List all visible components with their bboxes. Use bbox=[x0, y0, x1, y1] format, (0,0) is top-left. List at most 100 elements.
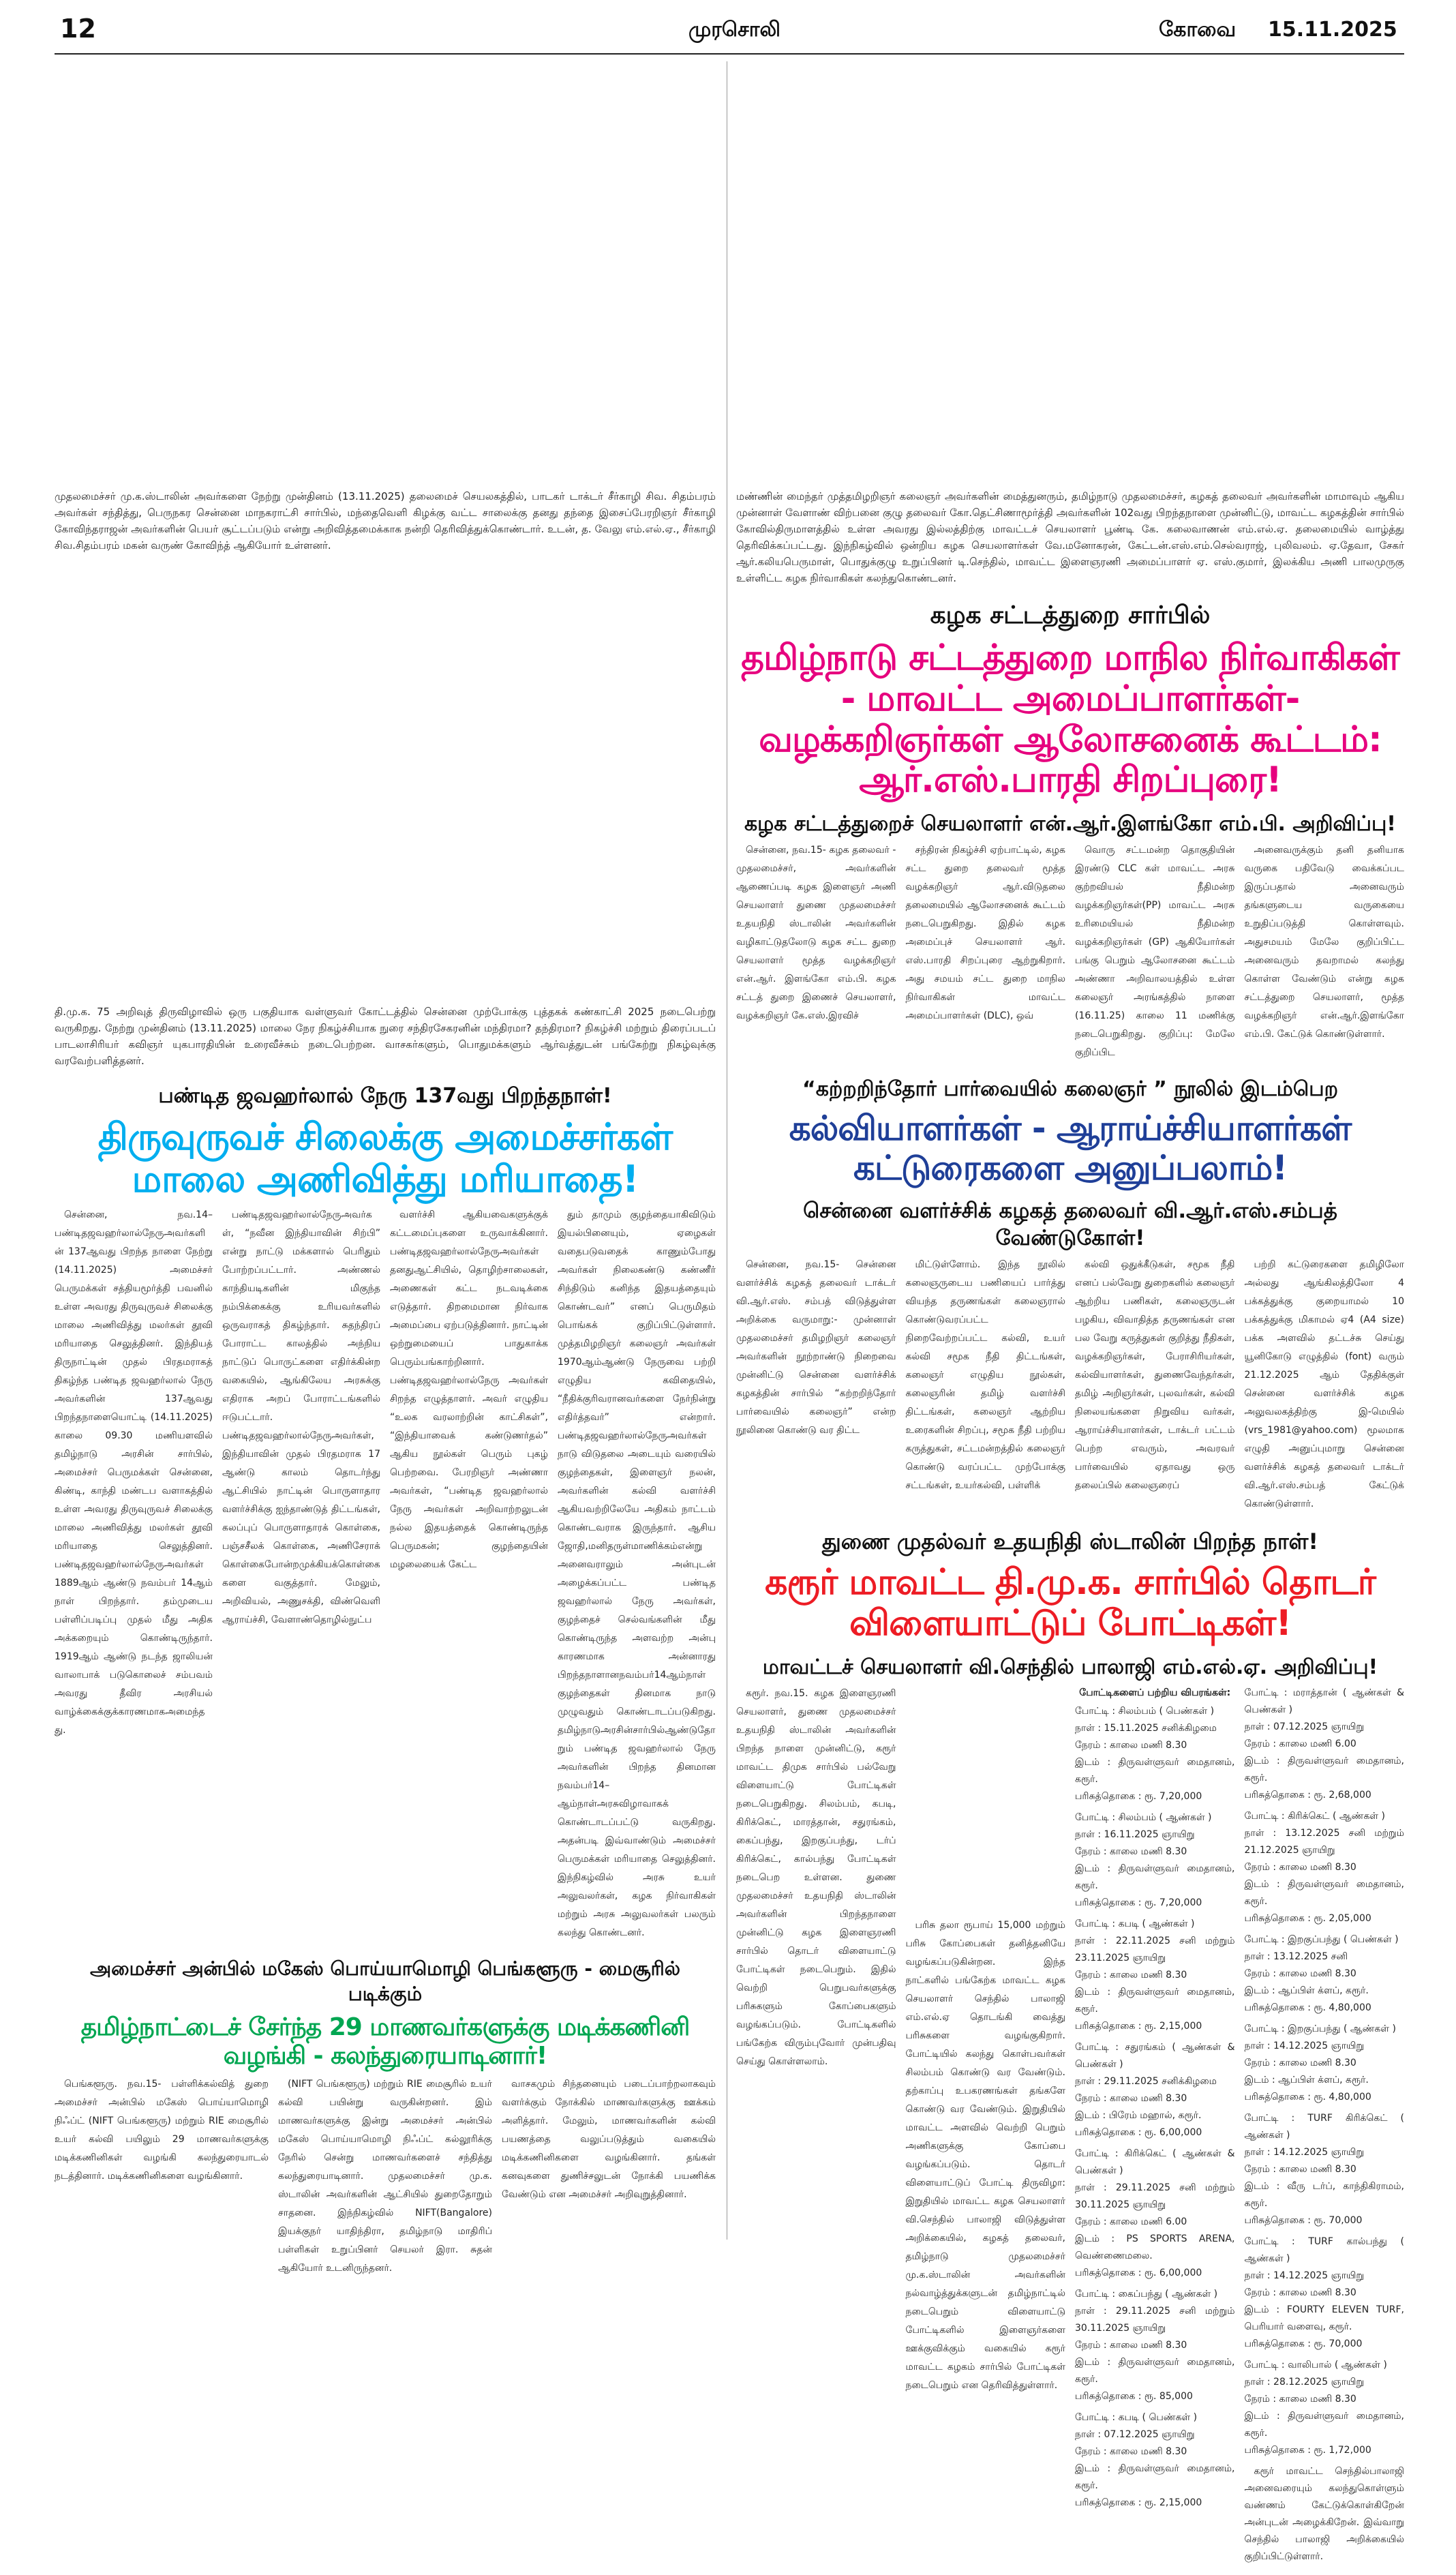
paragraph: (NIFT பெங்களூரு) மற்றும் RIE மைசூரில் உய… bbox=[278, 2078, 492, 2274]
legal-body: சென்னை, நவ.15- கழக தலைவர் - முதலமைச்சர்,… bbox=[736, 841, 1404, 1064]
event-time: நேரம் : காலை மணி 8.30 bbox=[1244, 2287, 1356, 2298]
event-prize: பரிசுத்தொகை : ரூ. 6,00,000 bbox=[1075, 2126, 1202, 2138]
event-prize: பரிசுத்தொகை : ரூ. 6,00,000 bbox=[1075, 2267, 1202, 2278]
photo-cm-meeting bbox=[55, 65, 716, 484]
event-date: நாள் : 14.12.2025 ஞாயிறு bbox=[1244, 2146, 1365, 2158]
book-headline: கல்வியாளர்கள் - ஆராய்ச்சியாளர்கள் கட்டுர… bbox=[789, 1109, 1352, 1188]
sports-column-1: கரூர். நவ.15. கழக இளைஞரணி செயலாளர், துணை… bbox=[736, 1685, 896, 2073]
paragraph: கரூர். நவ.15. கழக இளைஞரணி செயலாளர், துணை… bbox=[736, 1687, 896, 2067]
legal-column-2: சந்திரன் நிகழ்ச்சி ஏற்பாட்டில், கழக சட்ட… bbox=[906, 841, 1066, 1027]
paragraph: கல்வி ஒதுக்கீடுகள், சமூக நீதி எனப் பல்வே… bbox=[1075, 1259, 1235, 1492]
book-kicker: “கற்றறிந்தோர் பார்வையில் கலைஞர் ” நூலில்… bbox=[802, 1077, 1339, 1102]
event-time: நேரம் : காலை மணி 8.30 bbox=[1075, 2339, 1187, 2351]
event-prize: பரிசுத்தொகை : ரூ. 1,72,000 bbox=[1244, 2444, 1371, 2456]
event-date: நாள் : 07.12.2025 ஞாயிறு bbox=[1075, 2428, 1195, 2440]
nehru-column-4: தும் தாமும் குழந்தையாகிவிடும் இயல்பினையு… bbox=[558, 1206, 716, 1944]
event-time: நேரம் : காலை மணி 8.30 bbox=[1244, 2163, 1356, 2175]
photo-udhayanidhi bbox=[906, 1685, 1066, 1916]
event-event: போட்டி : கிரிக்கெட் ( ஆண்கள் ) bbox=[1244, 1810, 1385, 1822]
page-number: 12 bbox=[60, 14, 96, 44]
book-column-4: பற்றி கட்டுரைகளை தமிழிலோ அல்லது ஆங்கிலத்… bbox=[1245, 1256, 1405, 1515]
event-event: போட்டி : சிலம்பம் ( பெண்கள் ) bbox=[1075, 1705, 1215, 1717]
event-date: நாள் : 13.12.2025 சனி மற்றும் 21.12.2025… bbox=[1244, 1827, 1405, 1856]
event-entry: போட்டி : சிலம்பம் ( ஆண்கள் ) நாள் : 16.11… bbox=[1075, 1809, 1235, 1912]
paragraph: சென்னை, நவ.15- கழக தலைவர் - முதலமைச்சர்,… bbox=[736, 845, 896, 1022]
nift-headline: தமிழ்நாட்டைச் சேர்ந்த 29 மாணவர்களுக்கு ம… bbox=[80, 2013, 691, 2070]
event-venue: இடம் : திருவள்ளுவர் மைதானம், கரூர். bbox=[1244, 1755, 1405, 1783]
event-date: நாள் : 29.11.2025 சனி மற்றும் 30.11.2025… bbox=[1075, 2305, 1235, 2334]
photo-caption-book-fair: தி.மு.க. 75 அறிவுத் திருவிழாவில் ஒரு பகு… bbox=[55, 1006, 716, 1067]
event-date: நாள் : 28.12.2025 ஞாயிறு bbox=[1244, 2376, 1365, 2388]
event-date: நாள் : 22.11.2025 சனி மற்றும் 23.11.2025… bbox=[1075, 1935, 1235, 1963]
paragraph: பற்றி கட்டுரைகளை தமிழிலோ அல்லது ஆங்கிலத்… bbox=[1244, 1259, 1405, 1510]
event-time: நேரம் : காலை மணி 8.30 bbox=[1075, 2092, 1187, 2104]
event-venue: இடம் : திருவள்ளுவர் மைதானம், கரூர். bbox=[1075, 2463, 1235, 2491]
book-subhead: சென்னை வளர்ச்சிக் கழகத் தலைவர் வி.ஆர்.எஸ… bbox=[803, 1199, 1337, 1251]
photo-caption-left: முதலமைச்சர் மு.க.ஸ்டாலின் அவர்களை நேற்று… bbox=[55, 490, 716, 552]
legal-column-3: வொரு சட்டமன்ற தொகுதியின் இரண்டு CLC கள் … bbox=[1075, 841, 1235, 1064]
sports-events-column-2: போட்டி : மராத்தான் ( ஆண்கள் & பெண்கள் ) ந… bbox=[1245, 1685, 1405, 2567]
event-entry: போட்டி : கைப்பந்து ( ஆண்கள் ) நாள் : 29.1… bbox=[1075, 2286, 1235, 2405]
event-prize: பரிசுத்தொகை : ரூ. 7,20,000 bbox=[1075, 1790, 1202, 1802]
event-venue: இடம் : ஆப்பிள் க்ளப், கரூர். bbox=[1244, 2074, 1369, 2085]
sports-subhead: மாவட்டச் செயலாளர் வி.செந்தில் பாலாஜி எம்… bbox=[762, 1655, 1378, 1679]
nehru-column-2: பண்டிதஜவஹர்லால்நேருஅவர்கள், “நவீன இந்திய… bbox=[222, 1206, 380, 1631]
book-body: சென்னை, நவ.15- சென்னை வளர்ச்சிக் கழகத் த… bbox=[736, 1256, 1404, 1515]
edition: கோவை bbox=[1159, 18, 1237, 42]
event-entry: போட்டி : TURF கிரிக்கெட் ( ஆண்கள் ) நாள் … bbox=[1245, 2110, 1405, 2229]
event-time: நேரம் : காலை மணி 8.30 bbox=[1244, 2057, 1356, 2068]
event-entry: போட்டி : சதுரங்கம் ( ஆண்கள் & பெண்கள் ) ந… bbox=[1075, 2039, 1235, 2141]
right-half: மண்ணின் மைந்தர் முத்தமிழறிஞர் கலைஞர் அவர… bbox=[736, 65, 1404, 2575]
nehru-headline: திருவுருவச் சிலைக்கு அமைச்சர்கள் மாலை அண… bbox=[97, 1115, 673, 1201]
event-venue: இடம் : திருவள்ளுவர் மைதானம், கரூர். bbox=[1075, 1986, 1235, 2015]
event-venue: இடம் : திருவள்ளுவர் மைதானம், கரூர். bbox=[1075, 2356, 1235, 2385]
event-event: போட்டி : TURF கால்பந்து ( ஆண்கள் ) bbox=[1244, 2235, 1405, 2264]
paragraph: அனைவருக்கும் தனி தனியாக வருகை பதிவேடு வை… bbox=[1244, 845, 1405, 1040]
paragraph: பண்டிதஜவஹர்லால்நேருஅவர்கள், “நவீன இந்திய… bbox=[222, 1209, 380, 1626]
event-date: நாள் : 07.12.2025 ஞாயிறு bbox=[1244, 1721, 1365, 1732]
paragraph: சந்திரன் நிகழ்ச்சி ஏற்பாட்டில், கழக சட்ட… bbox=[905, 845, 1066, 1022]
event-venue: இடம் : PS SPORTS ARENA, வெண்ணைமலை. bbox=[1075, 2233, 1235, 2261]
nift-body: பெங்களூரு. நவ.15- பள்ளிக்கல்வித் துறை அம… bbox=[55, 2075, 716, 2279]
event-event: போட்டி : சிலம்பம் ( ஆண்கள் ) bbox=[1075, 1811, 1212, 1823]
event-event: போட்டி : இறகுப்பந்து ( ஆண்கள் ) bbox=[1244, 2023, 1396, 2034]
event-date: நாள் : 14.12.2025 ஞாயிறு bbox=[1244, 2270, 1365, 2281]
date: 15.11.2025 bbox=[1268, 18, 1397, 42]
event-venue: இடம் : ஆப்பிள் க்ளப், கரூர். bbox=[1244, 1985, 1369, 1996]
nehru-kicker: பண்டித ஜவஹர்லால் நேரு 137வது பிறந்தநாள்! bbox=[158, 1084, 612, 1108]
photo-birthday-greeting bbox=[736, 65, 1404, 484]
event-time: நேரம் : காலை மணி 6.00 bbox=[1075, 2216, 1187, 2227]
event-prize: பரிசுத்தொகை : ரூ. 2,05,000 bbox=[1244, 1912, 1371, 1924]
sports-headline: கரூர் மாவட்ட தி.மு.க. சார்பில் தொடர் விள… bbox=[765, 1562, 1376, 1644]
paragraph: வொரு சட்டமன்ற தொகுதியின் இரண்டு CLC கள் … bbox=[1075, 845, 1235, 1059]
event-date: நாள் : 29.11.2025 சனி மற்றும் 30.11.2025… bbox=[1075, 2182, 1235, 2210]
event-time: நேரம் : காலை மணி 8.30 bbox=[1244, 1968, 1356, 1979]
event-event: போட்டி : இறகுப்பந்து ( பெண்கள் ) bbox=[1244, 1933, 1399, 1945]
event-prize: பரிசுத்தொகை : ரூ. 85,000 bbox=[1075, 2390, 1193, 2402]
event-event: போட்டி : கிரிக்கெட் ( ஆண்கள் & பெண்கள் ) bbox=[1075, 2148, 1235, 2176]
event-entry: போட்டி : மராத்தான் ( ஆண்கள் & பெண்கள் ) ந… bbox=[1245, 1685, 1405, 1804]
legal-headline: தமிழ்நாடு சட்டத்துறை மாநில நிர்வாகிகள் -… bbox=[741, 637, 1399, 801]
event-time: நேரம் : காலை மணி 8.30 bbox=[1075, 1739, 1187, 1751]
event-date: நாள் : 15.11.2025 சனிக்கிழமை bbox=[1075, 1722, 1217, 1734]
paragraph: பரிசு தலா ரூபாய் 15,000 மற்றும் பரிசு கோ… bbox=[905, 1919, 1066, 2391]
event-entry: போட்டி : கிரிக்கெட் ( ஆண்கள் ) நாள் : 13.… bbox=[1245, 1808, 1405, 1927]
paper-name: முரசொலி bbox=[688, 18, 780, 42]
paragraph: சென்னை, நவ.14– பண்டிதஜவஹர்லால்நேருஅவர்கள… bbox=[55, 1209, 213, 1736]
legal-column-1: சென்னை, நவ.15- கழக தலைவர் - முதலமைச்சர்,… bbox=[736, 841, 896, 1027]
event-entry: போட்டி : இறகுப்பந்து ( பெண்கள் ) நாள் : 1… bbox=[1245, 1931, 1405, 2017]
event-entry: போட்டி : கபடி ( பெண்கள் ) நாள் : 07.12.20… bbox=[1075, 2409, 1235, 2512]
event-event: போட்டி : மராத்தான் ( ஆண்கள் & பெண்கள் ) bbox=[1244, 1687, 1405, 1715]
event-entry: போட்டி : வாலிபால் ( ஆண்கள் ) நாள் : 28.12… bbox=[1245, 2357, 1405, 2459]
nift-column-3: வாசகமும் சிந்தனையும் படைப்பாற்றலாகவும் வ… bbox=[502, 2075, 716, 2205]
sports-body: கரூர். நவ.15. கழக இளைஞரணி செயலாளர், துணை… bbox=[736, 1685, 1404, 2567]
event-prize: பரிசுத்தொகை : ரூ. 4,80,000 bbox=[1244, 2002, 1371, 2013]
book-column-3: கல்வி ஒதுக்கீடுகள், சமூக நீதி எனப் பல்வே… bbox=[1075, 1256, 1235, 1496]
events-title: போட்டிகளைப் பற்றிய விபரங்கள்: bbox=[1079, 1687, 1231, 1698]
nehru-body: சென்னை, நவ.14– பண்டிதஜவஹர்லால்நேருஅவர்கள… bbox=[55, 1206, 716, 1944]
event-event: போட்டி : TURF கிரிக்கெட் ( ஆண்கள் ) bbox=[1244, 2112, 1405, 2141]
nift-kicker: அமைச்சர் அன்பில் மகேஸ் பொய்யாமொழி பெங்கள… bbox=[89, 1957, 680, 2006]
event-event: போட்டி : கபடி ( பெண்கள் ) bbox=[1075, 2411, 1198, 2423]
legal-subhead: கழக சட்டத்துறைச் செயலாளர் என்.ஆர்.இளங்கோ… bbox=[744, 812, 1396, 837]
event-time: நேரம் : காலை மணி 6.00 bbox=[1244, 1738, 1356, 1749]
